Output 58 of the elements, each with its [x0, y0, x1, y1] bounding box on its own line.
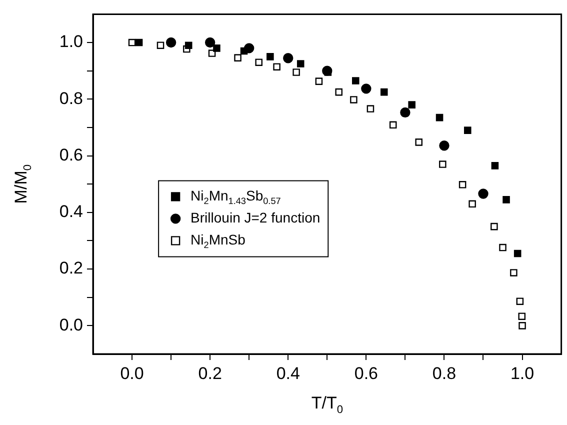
- point: [361, 84, 372, 94]
- x-tick-label: 0.8: [432, 364, 456, 383]
- point: [436, 114, 444, 122]
- point: [244, 43, 254, 54]
- point: [439, 160, 446, 168]
- y-tick-label: 1.0: [59, 32, 83, 52]
- point: [458, 181, 466, 188]
- point: [135, 38, 143, 46]
- point: [514, 250, 522, 258]
- point: [464, 126, 472, 134]
- point: [266, 53, 274, 60]
- y-tick-label: 0.4: [59, 202, 83, 222]
- point: [478, 188, 488, 199]
- point: [335, 88, 342, 96]
- point: [128, 38, 136, 46]
- point: [502, 196, 510, 204]
- point: [439, 140, 450, 151]
- point: [516, 298, 524, 305]
- point: [255, 58, 262, 66]
- point: [204, 37, 216, 48]
- point: [166, 37, 176, 48]
- y-tick-label: 0.8: [59, 88, 83, 108]
- point: [184, 42, 192, 49]
- point: [234, 54, 242, 62]
- x-tick-label: 0.2: [198, 364, 222, 383]
- legend-label: Brillouin J=2 function: [190, 210, 320, 226]
- x-tick-label: 1.0: [510, 364, 534, 383]
- point: [366, 105, 374, 112]
- x-tick-label: 0.0: [120, 364, 144, 383]
- point: [510, 269, 518, 276]
- point: [315, 78, 323, 85]
- point: [518, 312, 526, 320]
- point: [350, 96, 358, 104]
- point: [322, 66, 332, 76]
- point: [499, 244, 506, 252]
- point: [292, 68, 300, 76]
- point: [400, 107, 410, 118]
- point: [208, 50, 216, 57]
- x-tick-label: 0.4: [276, 364, 300, 383]
- point: [156, 42, 164, 49]
- y-tick-label: 0.0: [59, 315, 83, 334]
- point: [415, 138, 422, 146]
- y-tick-label: 0.2: [59, 258, 83, 278]
- point: [491, 162, 499, 170]
- x-tick-label: 0.6: [354, 364, 378, 383]
- point: [296, 60, 304, 68]
- point: [380, 88, 388, 96]
- point: [490, 222, 498, 230]
- y-axis-title: M/M0: [12, 164, 34, 204]
- point: [352, 77, 360, 84]
- point: [468, 200, 476, 208]
- point: [518, 322, 526, 330]
- point: [283, 52, 294, 64]
- point: [389, 121, 397, 129]
- y-tick-label: 0.6: [59, 145, 83, 164]
- point: [213, 44, 220, 52]
- point: [273, 63, 280, 71]
- point: [408, 101, 416, 108]
